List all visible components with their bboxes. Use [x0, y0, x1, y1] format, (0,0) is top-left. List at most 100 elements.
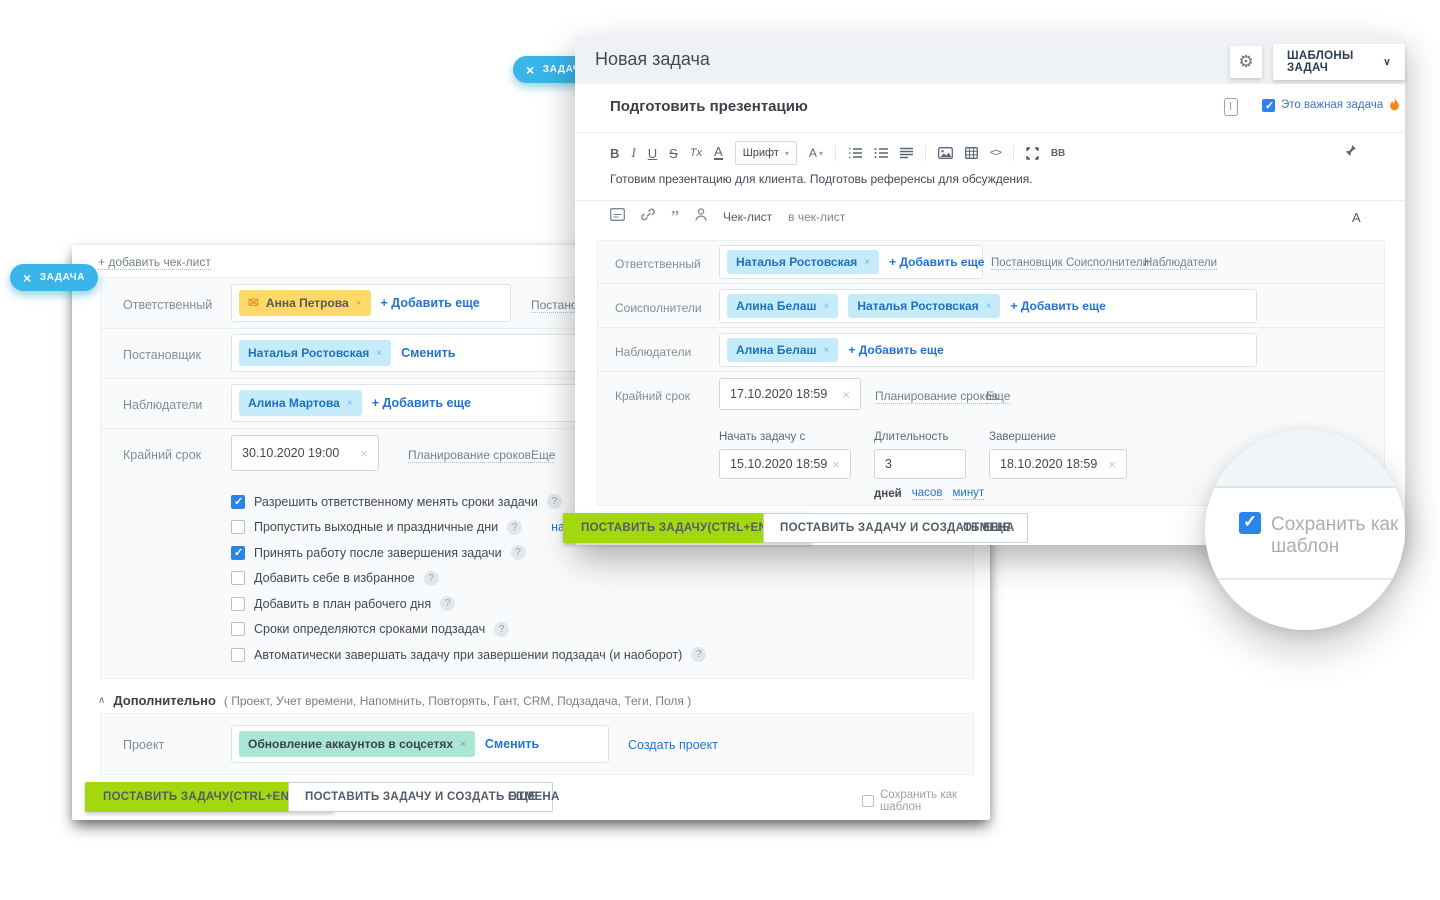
finish-date-input[interactable]: 18.10.2020 18:59 ×	[989, 449, 1127, 479]
underline-icon[interactable]: U	[647, 145, 658, 161]
user-chip[interactable]: Алина Мартова	[239, 390, 362, 416]
user-chip[interactable]: Наталья Ростовская	[848, 294, 1001, 318]
table-icon[interactable]	[965, 147, 978, 159]
more-link[interactable]: Еще	[531, 448, 556, 463]
strikethrough-icon[interactable]: S	[669, 145, 678, 161]
user-chip[interactable]: Алина Белаш	[727, 338, 839, 362]
tab-task-left[interactable]: ЗАДАЧА	[10, 264, 99, 291]
clear-icon[interactable]: ×	[832, 456, 840, 472]
plan-dates-link[interactable]: Планирование сроков	[875, 389, 999, 404]
clear-format-icon[interactable]: Tx	[689, 147, 703, 159]
text-color-icon[interactable]: A	[714, 144, 723, 160]
checkbox[interactable]	[231, 571, 245, 585]
start-date-input[interactable]: 15.10.2020 18:59 ×	[719, 449, 851, 479]
font-select[interactable]: Шрифт	[734, 141, 797, 165]
quote-icon[interactable]: ”	[671, 207, 679, 227]
plan-dates-link[interactable]: Планирование сроков	[408, 448, 532, 463]
additional-items[interactable]: ( Проект, Учет времени, Напомнить, Повто…	[223, 693, 692, 708]
help-icon[interactable]	[423, 570, 439, 586]
chip-remove-icon[interactable]	[376, 348, 382, 359]
chip-remove-icon[interactable]	[864, 257, 870, 268]
help-icon[interactable]	[510, 545, 526, 560]
project-field[interactable]: Обновление аккаунтов в соцсетях Сменить	[231, 725, 609, 763]
user-chip[interactable]: Анна Петрова	[239, 290, 371, 316]
checkbox[interactable]	[231, 622, 245, 636]
help-icon[interactable]	[507, 519, 523, 535]
additional-section[interactable]: ∧ Дополнительно ( Проект, Учет времени, …	[98, 693, 691, 708]
checkbox[interactable]	[231, 596, 245, 611]
important-task-option[interactable]: Это важная задача	[1262, 98, 1400, 112]
task-templates-button[interactable]: ШАБЛОНЫ ЗАДАЧ	[1273, 44, 1405, 80]
observers-field[interactable]: Алина Белаш + Добавить еще	[719, 333, 1257, 367]
chip-remove-icon[interactable]	[356, 298, 362, 309]
add-more-link[interactable]: + Добавить еще	[371, 396, 471, 410]
clear-icon[interactable]: ×	[1108, 456, 1116, 472]
change-link[interactable]: Сменить	[401, 346, 456, 360]
chip-remove-icon[interactable]	[824, 345, 830, 356]
submit-and-create-button[interactable]: ПОСТАВИТЬ ЗАДАЧУ И СОЗДАТЬ ЕЩЕ	[763, 513, 1028, 543]
checkbox[interactable]	[231, 545, 245, 560]
close-icon[interactable]	[23, 270, 32, 286]
additional-title[interactable]: Дополнительно	[113, 693, 216, 708]
chip-remove-icon[interactable]	[460, 739, 466, 750]
align-icon[interactable]	[899, 147, 913, 159]
deadline-input[interactable]: 30.10.2020 19:00 ×	[231, 435, 379, 471]
person-icon[interactable]	[695, 208, 707, 226]
unit-minutes[interactable]: минут	[952, 487, 985, 500]
bullet-list-icon[interactable]	[874, 147, 888, 159]
font-size-select[interactable]: A	[809, 146, 823, 160]
project-chip[interactable]: Обновление аккаунтов в соцсетях	[239, 731, 475, 757]
chip-remove-icon[interactable]	[347, 398, 353, 409]
fullscreen-icon[interactable]	[1026, 146, 1039, 160]
file-icon[interactable]	[610, 208, 625, 226]
pin-icon[interactable]	[1345, 144, 1357, 162]
user-chip[interactable]: Наталья Ростовская	[727, 250, 880, 274]
checkbox[interactable]	[231, 494, 245, 509]
help-icon[interactable]	[494, 621, 510, 637]
close-icon[interactable]	[526, 62, 535, 78]
to-checklist-button[interactable]: в чек-лист	[788, 210, 846, 224]
help-icon[interactable]	[691, 647, 707, 662]
deadline-input[interactable]: 17.10.2020 18:59 ×	[719, 378, 861, 410]
observers-quick-link[interactable]: Наблюдатели	[1144, 257, 1217, 270]
responsible-field[interactable]: Анна Петрова + Добавить еще	[231, 284, 511, 322]
clear-icon[interactable]: ×	[842, 386, 850, 402]
chip-remove-icon[interactable]	[824, 301, 830, 312]
checkbox[interactable]	[1262, 98, 1275, 112]
bbcode-icon[interactable]: BB	[1050, 147, 1066, 159]
image-icon[interactable]	[938, 147, 953, 159]
add-more-link[interactable]: + Добавить еще	[380, 296, 480, 310]
user-chip[interactable]: Алина Белаш	[727, 294, 839, 318]
checkbox[interactable]	[862, 795, 874, 807]
collapse-caret-icon[interactable]: ∧	[98, 695, 106, 706]
responsible-field[interactable]: Наталья Ростовская + Добавить еще	[719, 245, 985, 279]
task-description[interactable]: Готовим презентацию для клиента. Подгото…	[610, 172, 1033, 186]
add-more-link[interactable]: + Добавить еще	[889, 255, 985, 269]
numbering-icon[interactable]	[1224, 98, 1238, 116]
cancel-button[interactable]: ОТМЕНА	[508, 791, 560, 803]
coexecutors-quick-link[interactable]: Соисполнители	[1066, 257, 1150, 270]
checkbox[interactable]	[231, 520, 245, 534]
cancel-button[interactable]: ОТМЕНА	[963, 522, 1015, 534]
user-chip[interactable]: Наталья Ростовская	[239, 340, 392, 366]
link-icon[interactable]	[641, 208, 655, 226]
save-template-option[interactable]: Сохранить как шаблон	[862, 789, 990, 813]
gear-icon[interactable]	[1230, 46, 1262, 78]
save-template-checkbox-zoomed[interactable]	[1239, 512, 1261, 534]
unit-days[interactable]: дней	[874, 487, 902, 500]
unit-hours[interactable]: часов	[911, 487, 943, 500]
add-more-link[interactable]: + Добавить еще	[848, 343, 944, 357]
coexecutors-field[interactable]: Алина Белаш Наталья Ростовская + Добавит…	[719, 289, 1257, 323]
bold-icon[interactable]: B	[610, 145, 620, 161]
checkbox[interactable]	[231, 647, 245, 662]
code-icon[interactable]: <>	[989, 147, 1002, 159]
help-icon[interactable]	[440, 596, 456, 611]
author-quick-link[interactable]: Постановщик	[991, 257, 1063, 270]
create-project-link[interactable]: Создать проект	[628, 738, 718, 752]
italic-icon[interactable]: I	[631, 145, 636, 160]
translit-button[interactable]: А	[1352, 210, 1361, 225]
duration-input[interactable]: 3	[874, 449, 966, 479]
help-icon[interactable]	[546, 494, 562, 509]
add-more-link[interactable]: + Добавить еще	[1010, 299, 1106, 313]
clear-icon[interactable]: ×	[360, 445, 368, 461]
